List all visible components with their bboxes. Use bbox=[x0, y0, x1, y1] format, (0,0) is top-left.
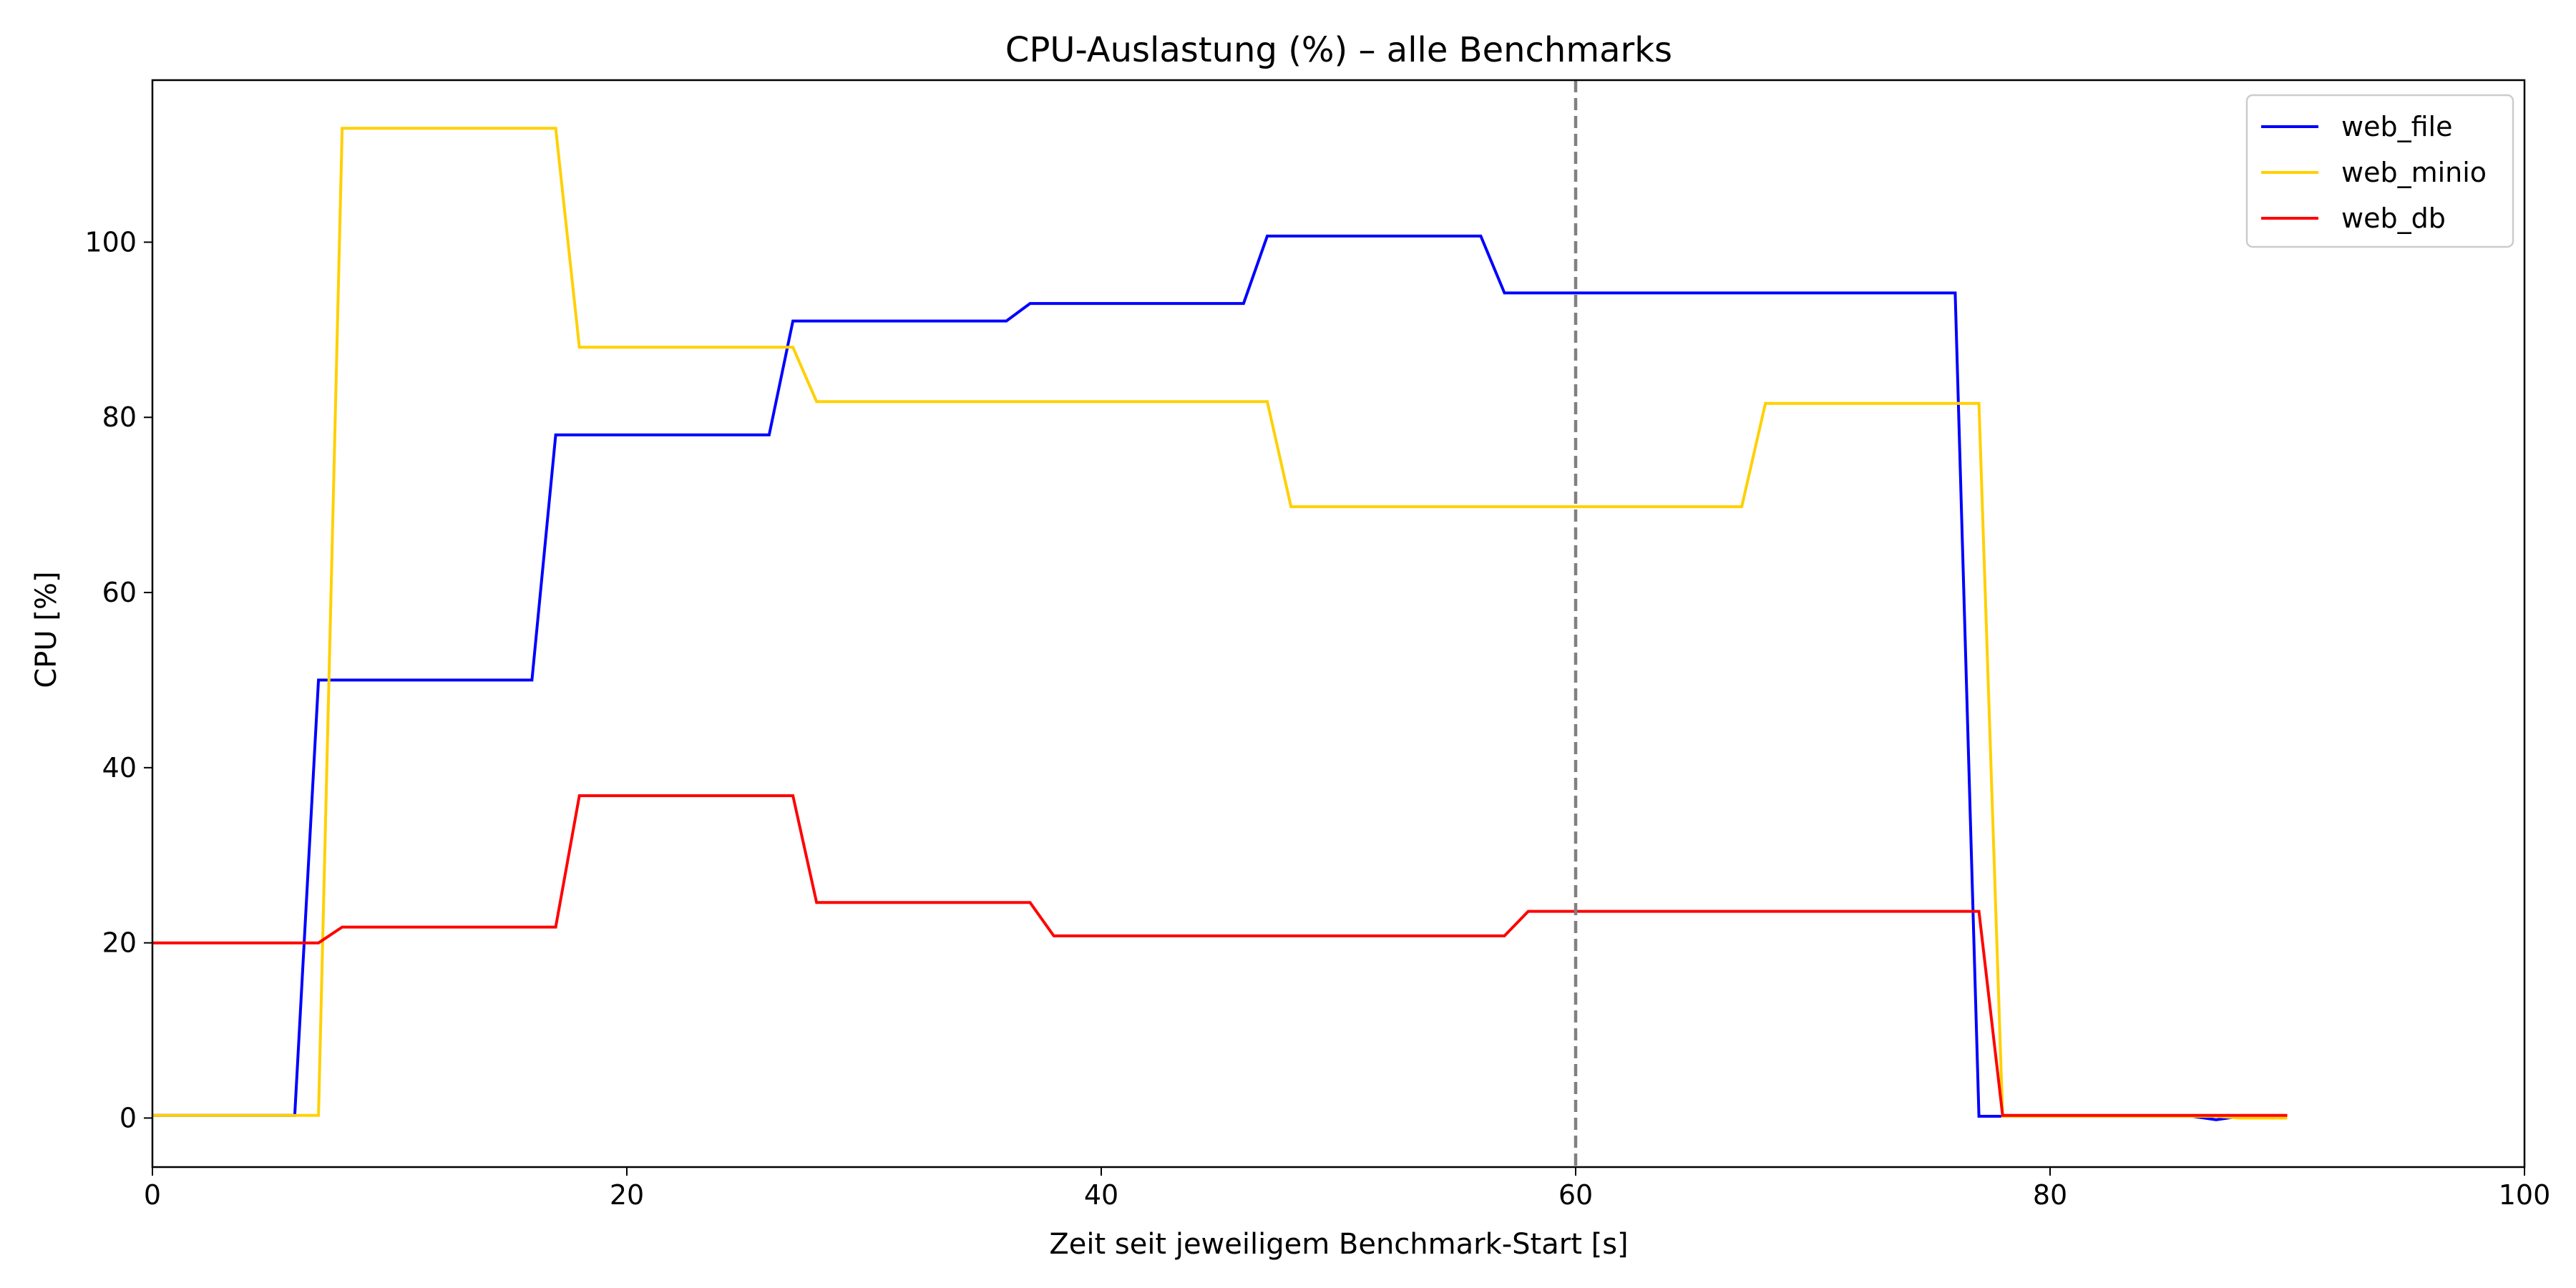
y-tick-label: 20 bbox=[102, 927, 137, 959]
series-lines bbox=[152, 80, 2288, 1167]
x-axis-label: Zeit seit jeweiligem Benchmark-Start [s] bbox=[1049, 1228, 1628, 1261]
legend: web_file web_minio web_db bbox=[2245, 94, 2514, 248]
x-tick-label: 100 bbox=[2499, 1179, 2551, 1211]
x-axis: 0 20 40 60 80 100 bbox=[144, 1167, 2550, 1211]
y-axis-label: CPU [%] bbox=[30, 571, 63, 688]
x-tick-label: 40 bbox=[1084, 1179, 1118, 1211]
chart-title: CPU-Auslastung (%) – alle Benchmarks bbox=[1005, 30, 1672, 70]
y-tick-label: 40 bbox=[102, 752, 137, 784]
y-tick-label: 0 bbox=[119, 1102, 137, 1133]
y-tick-label: 60 bbox=[102, 577, 137, 608]
y-tick-label: 80 bbox=[102, 401, 137, 433]
series-line-web-db bbox=[152, 794, 2288, 1117]
y-tick-label: 100 bbox=[84, 226, 137, 258]
x-tick-label: 20 bbox=[610, 1179, 644, 1211]
legend-label: web_db bbox=[2341, 203, 2446, 234]
x-tick-label: 60 bbox=[1558, 1179, 1593, 1211]
legend-label: web_file bbox=[2341, 111, 2452, 142]
y-axis: 0 20 40 60 80 100 bbox=[84, 226, 152, 1133]
x-tick-label: 80 bbox=[2033, 1179, 2067, 1211]
plot-frame bbox=[151, 79, 2526, 1169]
legend-label: web_minio bbox=[2341, 157, 2487, 188]
x-tick-label: 0 bbox=[144, 1179, 161, 1211]
legend-box bbox=[2245, 94, 2514, 248]
